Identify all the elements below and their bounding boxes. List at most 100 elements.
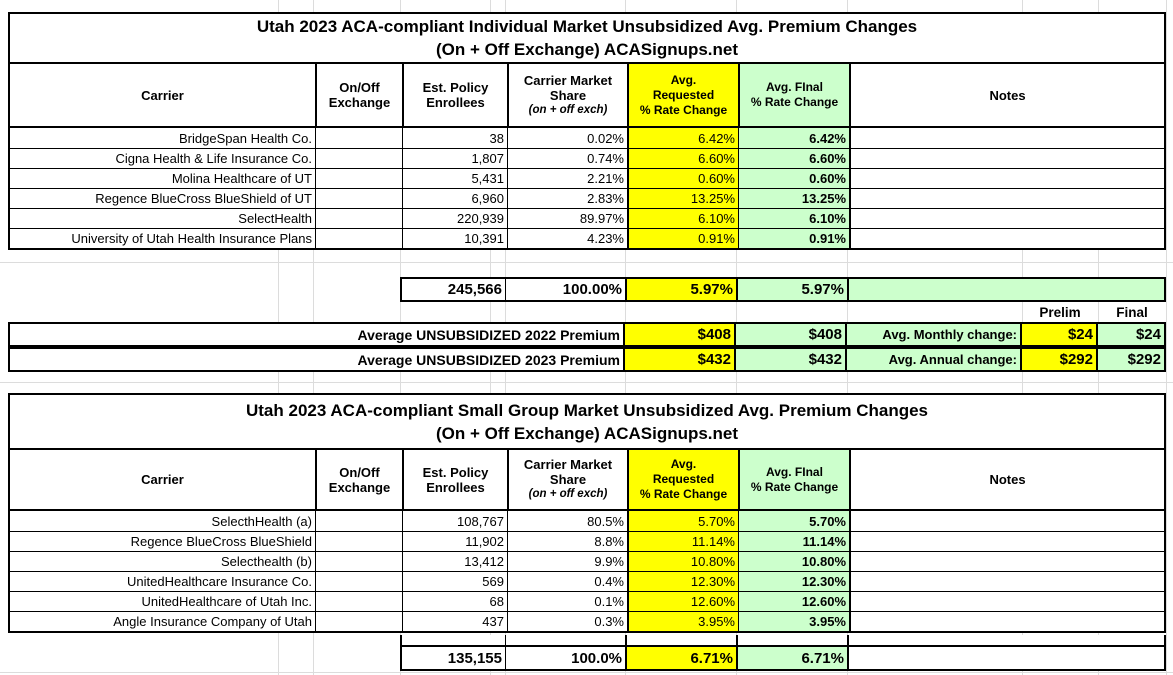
monthly-change-label[interactable]: Avg. Monthly change: — [845, 324, 1020, 345]
requested-rate-cell[interactable]: 13.25% — [627, 189, 738, 208]
final-rate-header[interactable]: Avg. FInal % Rate Change — [738, 450, 849, 509]
onoff-cell[interactable] — [315, 592, 402, 611]
onoff-cell[interactable] — [315, 511, 402, 531]
enrollees-cell[interactable]: 108,767 — [402, 511, 507, 531]
market-share-cell[interactable]: 89.97% — [507, 209, 627, 228]
requested-rate-cell[interactable]: 6.42% — [627, 128, 738, 148]
final-rate-cell[interactable]: 0.60% — [738, 169, 849, 188]
total-final-cell[interactable]: 5.97% — [736, 279, 847, 300]
onoff-cell[interactable] — [315, 189, 402, 208]
total-share-cell[interactable]: 100.00% — [505, 279, 625, 300]
carrier-header[interactable]: Carrier — [141, 472, 184, 487]
enrollees-cell[interactable]: 13,412 — [402, 552, 507, 571]
enrollees-cell[interactable]: 5,431 — [402, 169, 507, 188]
onoff-cell[interactable] — [315, 128, 402, 148]
notes-cell[interactable] — [849, 511, 1164, 531]
final-rate-cell[interactable]: 6.60% — [738, 149, 849, 168]
notes-cell[interactable] — [849, 552, 1164, 571]
final-rate-cell[interactable]: 12.60% — [738, 592, 849, 611]
carrier-cell[interactable]: Regence BlueCross BlueShield — [130, 534, 312, 549]
total-enrollees-cell[interactable]: 245,566 — [447, 281, 502, 298]
notes-cell[interactable] — [849, 189, 1164, 208]
monthly-change-final-cell[interactable]: $24 — [1096, 324, 1164, 345]
carrier-cell[interactable]: BridgeSpan Health Co. — [179, 130, 312, 146]
enrollees-cell[interactable]: 11,902 — [402, 532, 507, 551]
final-rate-cell[interactable]: 0.91% — [738, 229, 849, 248]
carrier-header[interactable]: Carrier — [141, 87, 184, 103]
monthly-change-prelim-cell[interactable]: $24 — [1020, 324, 1096, 345]
carrier-cell[interactable]: UnitedHealthcare Insurance Co. — [127, 574, 312, 589]
enrollees-cell[interactable]: 220,939 — [402, 209, 507, 228]
notes-cell[interactable] — [849, 128, 1164, 148]
market-share-cell[interactable]: 9.9% — [507, 552, 627, 571]
notes-cell[interactable] — [849, 532, 1164, 551]
onoff-cell[interactable] — [315, 572, 402, 591]
market-share-cell[interactable]: 80.5% — [507, 511, 627, 531]
total-notes-cell[interactable] — [847, 279, 1164, 300]
final-rate-cell[interactable]: 5.70% — [738, 511, 849, 531]
market-share-cell[interactable]: 4.23% — [507, 229, 627, 248]
premium-requested-cell[interactable]: $432 — [623, 349, 734, 370]
requested-rate-cell[interactable]: 0.91% — [627, 229, 738, 248]
market-share-header[interactable]: Carrier Market Share (on + off exch) — [507, 64, 627, 126]
carrier-cell[interactable]: Molina Healthcare of UT — [171, 171, 312, 186]
carrier-cell[interactable]: Angle Insurance Company of Utah — [113, 614, 312, 629]
annual-change-final-cell[interactable]: $292 — [1096, 349, 1164, 370]
enrollees-cell[interactable]: 1,807 — [402, 149, 507, 168]
enrollees-cell[interactable]: 38 — [402, 128, 507, 148]
requested-rate-cell[interactable]: 6.60% — [627, 149, 738, 168]
onoff-cell[interactable] — [315, 169, 402, 188]
requested-rate-cell[interactable]: 0.60% — [627, 169, 738, 188]
prelim-label[interactable]: Prelim — [1039, 304, 1081, 320]
carrier-cell[interactable]: University of Utah Health Insurance Plan… — [71, 231, 312, 246]
requested-rate-header[interactable]: Avg. Requested % Rate Change — [627, 64, 738, 126]
notes-cell[interactable] — [849, 572, 1164, 591]
carrier-cell[interactable]: Cigna Health & Life Insurance Co. — [115, 151, 312, 166]
enrollees-cell[interactable]: 68 — [402, 592, 507, 611]
enrollees-cell[interactable]: 6,960 — [402, 189, 507, 208]
requested-rate-cell[interactable]: 11.14% — [627, 532, 738, 551]
market-share-cell[interactable]: 0.4% — [507, 572, 627, 591]
final-rate-header[interactable]: Avg. FInal % Rate Change — [738, 64, 849, 126]
premium-final-cell[interactable]: $408 — [734, 324, 845, 345]
carrier-cell[interactable]: Selecthealth (b) — [220, 554, 312, 569]
notes-cell[interactable] — [849, 612, 1164, 631]
onoff-header[interactable]: On/Off Exchange — [315, 450, 402, 509]
small-group-title[interactable]: Utah 2023 ACA-compliant Small Group Mark… — [10, 395, 1164, 450]
final-rate-cell[interactable]: 13.25% — [738, 189, 849, 208]
notes-header[interactable]: Notes — [849, 450, 1164, 509]
final-rate-cell[interactable]: 3.95% — [738, 612, 849, 631]
requested-rate-cell[interactable]: 3.95% — [627, 612, 738, 631]
enrollees-cell[interactable]: 569 — [402, 572, 507, 591]
annual-change-prelim-cell[interactable]: $292 — [1020, 349, 1096, 370]
notes-cell[interactable] — [849, 209, 1164, 228]
onoff-cell[interactable] — [315, 209, 402, 228]
annual-change-label[interactable]: Avg. Annual change: — [845, 349, 1020, 370]
total-notes-cell[interactable] — [847, 647, 1164, 669]
notes-cell[interactable] — [849, 592, 1164, 611]
market-share-cell[interactable]: 0.74% — [507, 149, 627, 168]
carrier-cell[interactable]: Regence BlueCross BlueShield of UT — [95, 191, 312, 206]
premium-final-cell[interactable]: $432 — [734, 349, 845, 370]
market-share-cell[interactable]: 2.83% — [507, 189, 627, 208]
market-share-cell[interactable]: 2.21% — [507, 169, 627, 188]
carrier-cell[interactable]: UnitedHealthcare of Utah Inc. — [141, 594, 312, 609]
market-share-cell[interactable]: 0.02% — [507, 128, 627, 148]
requested-rate-header[interactable]: Avg. Requested % Rate Change — [627, 450, 738, 509]
final-label[interactable]: Final — [1116, 304, 1148, 320]
carrier-cell[interactable]: SelectHealth — [238, 211, 312, 226]
premium-label-cell[interactable]: Average UNSUBSIDIZED 2022 Premium — [357, 326, 620, 343]
onoff-cell[interactable] — [315, 532, 402, 551]
total-share-cell[interactable]: 100.0% — [505, 647, 625, 669]
final-rate-cell[interactable]: 12.30% — [738, 572, 849, 591]
individual-market-title[interactable]: Utah 2023 ACA-compliant Individual Marke… — [10, 14, 1164, 64]
final-rate-cell[interactable]: 11.14% — [738, 532, 849, 551]
notes-cell[interactable] — [849, 169, 1164, 188]
final-rate-cell[interactable]: 6.10% — [738, 209, 849, 228]
enrollees-header[interactable]: Est. Policy Enrollees — [402, 450, 507, 509]
enrollees-cell[interactable]: 437 — [402, 612, 507, 631]
onoff-cell[interactable] — [315, 229, 402, 248]
total-final-cell[interactable]: 6.71% — [736, 647, 847, 669]
total-requested-cell[interactable]: 6.71% — [625, 647, 736, 669]
market-share-header[interactable]: Carrier Market Share (on + off exch) — [507, 450, 627, 509]
